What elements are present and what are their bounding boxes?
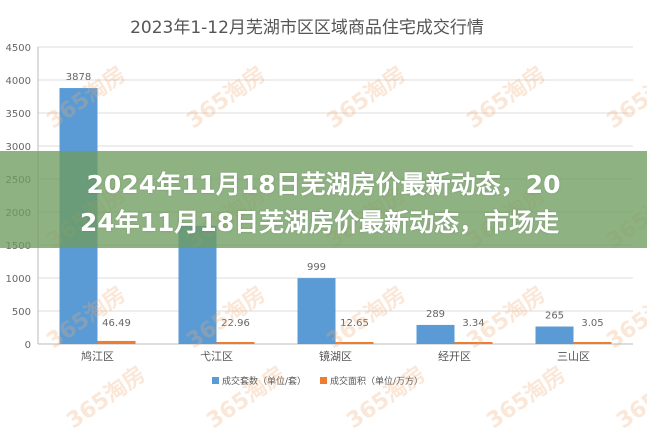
y-tick-label: 3500	[6, 109, 31, 120]
data-label: 46.49	[102, 318, 131, 329]
bar-0-3	[416, 324, 455, 344]
bar-1-3	[454, 342, 493, 344]
bar-0-4	[535, 326, 574, 344]
y-tick-label: 0	[25, 340, 31, 351]
headline-line-2: 24年11月18日芜湖房价最新动态，市场走	[79, 208, 560, 237]
x-tick-label: 经开区	[438, 350, 471, 363]
data-label: 3878	[66, 72, 91, 83]
y-tick-label: 500	[12, 307, 31, 318]
chart-title: 2023年1-12月芜湖市区区域商品住宅成交行情	[130, 18, 484, 38]
data-label: 999	[307, 262, 326, 273]
y-tick-label: 3000	[6, 142, 31, 153]
data-label: 265	[545, 311, 564, 322]
bar-1-2	[335, 342, 374, 344]
bar-0-2	[297, 278, 336, 344]
y-tick-label: 1000	[6, 274, 31, 285]
headline-line-1: 2024年11月18日芜湖房价最新动态，20	[86, 170, 561, 199]
data-label: 22.96	[221, 318, 250, 329]
bar-1-4	[573, 342, 612, 344]
x-tick-label: 三山区	[557, 350, 590, 363]
bar-1-1	[216, 342, 255, 344]
legend-swatch	[320, 377, 327, 384]
y-tick-label: 4500	[6, 43, 31, 54]
x-tick-label: 弋江区	[200, 350, 233, 363]
data-label: 3.05	[581, 318, 603, 329]
bar-1-0	[97, 340, 136, 344]
x-tick-label: 鸠江区	[81, 349, 114, 363]
data-label: 12.65	[340, 318, 369, 329]
legend-label: 成交面积（单位/万方）	[330, 375, 423, 387]
data-label: 3.34	[462, 318, 484, 329]
legend-label: 成交套数（单位/套）	[222, 375, 306, 387]
data-label: 289	[426, 309, 445, 320]
y-tick-label: 4000	[6, 76, 31, 87]
x-tick-label: 镜湖区	[319, 349, 352, 363]
legend-swatch	[212, 377, 219, 384]
headline-banner: 2024年11月18日芜湖房价最新动态，20 24年11月18日芜湖房价最新动态…	[0, 151, 647, 248]
